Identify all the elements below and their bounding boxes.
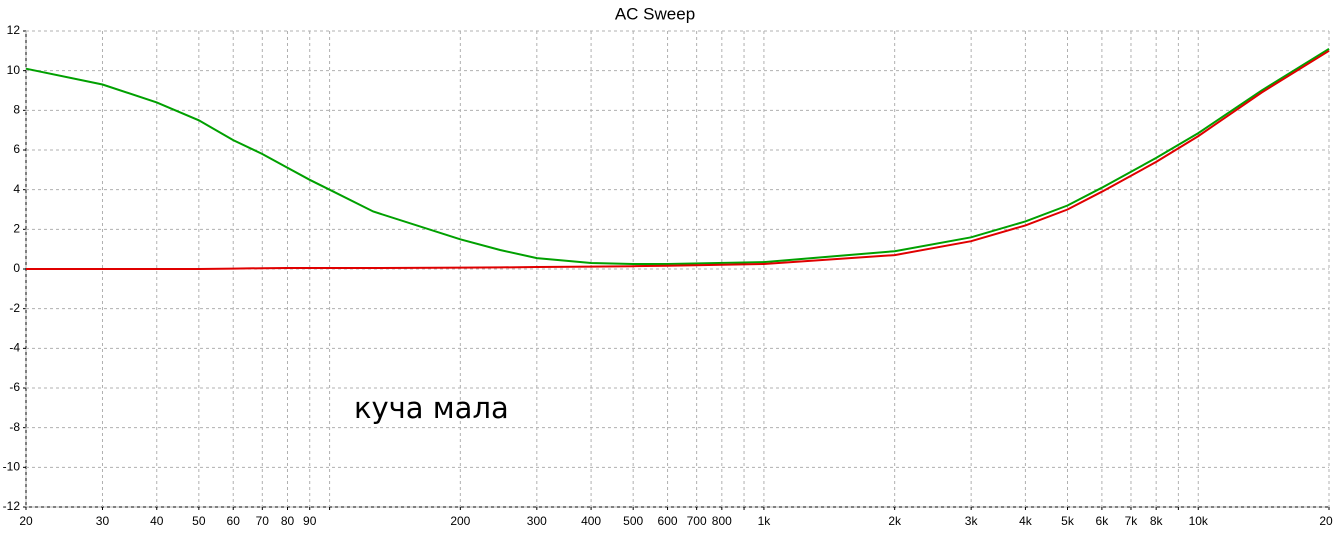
- x-tick-label: 90: [303, 514, 317, 528]
- y-tick-label: 10: [7, 63, 21, 77]
- x-tick-label: 60: [227, 514, 241, 528]
- x-tick-label: 4k: [1019, 514, 1033, 528]
- y-tick-label: -4: [9, 341, 20, 355]
- series-line: [25, 47, 1330, 265]
- y-tick-label: -6: [9, 380, 20, 394]
- y-tick-label: 4: [13, 182, 20, 196]
- y-tick-label: -2: [9, 301, 20, 315]
- x-tick-label: 20: [19, 514, 33, 528]
- x-tick-label: 5k: [1061, 514, 1075, 528]
- y-tick-label: -12: [3, 499, 21, 513]
- x-tick-label: 50: [192, 514, 206, 528]
- y-tick-label: 0: [13, 261, 20, 275]
- x-tick-label: 10k: [1189, 514, 1209, 528]
- x-tick-label: 3k: [965, 514, 979, 528]
- x-tick-label: 40: [150, 514, 164, 528]
- y-tick-label: 8: [13, 103, 20, 117]
- y-tick-label: 6: [13, 142, 20, 156]
- x-tick-label: 600: [658, 514, 678, 528]
- x-tick-label: 300: [527, 514, 547, 528]
- x-tick-label: 20k: [1319, 514, 1333, 528]
- x-tick-label: 6k: [1096, 514, 1110, 528]
- chart-title: AC Sweep: [615, 4, 695, 23]
- x-tick-label: 70: [256, 514, 270, 528]
- x-tick-label: 1k: [758, 514, 772, 528]
- y-tick-label: -10: [3, 460, 21, 474]
- annotation: куча мала: [354, 391, 509, 425]
- y-tick-label: 12: [7, 23, 21, 37]
- x-tick-label: 80: [281, 514, 295, 528]
- x-tick-label: 200: [450, 514, 470, 528]
- x-tick-label: 500: [623, 514, 643, 528]
- x-tick-label: 7k: [1125, 514, 1139, 528]
- y-tick-label: -8: [9, 420, 20, 434]
- x-tick-label: 800: [712, 514, 732, 528]
- y-tick-label: 2: [13, 222, 20, 236]
- x-tick-label: 8k: [1150, 514, 1164, 528]
- x-tick-label: 700: [687, 514, 707, 528]
- x-tick-label: 400: [581, 514, 601, 528]
- series-line: [26, 49, 1330, 270]
- x-tick-label: 2k: [888, 514, 902, 528]
- x-tick-label: 30: [96, 514, 110, 528]
